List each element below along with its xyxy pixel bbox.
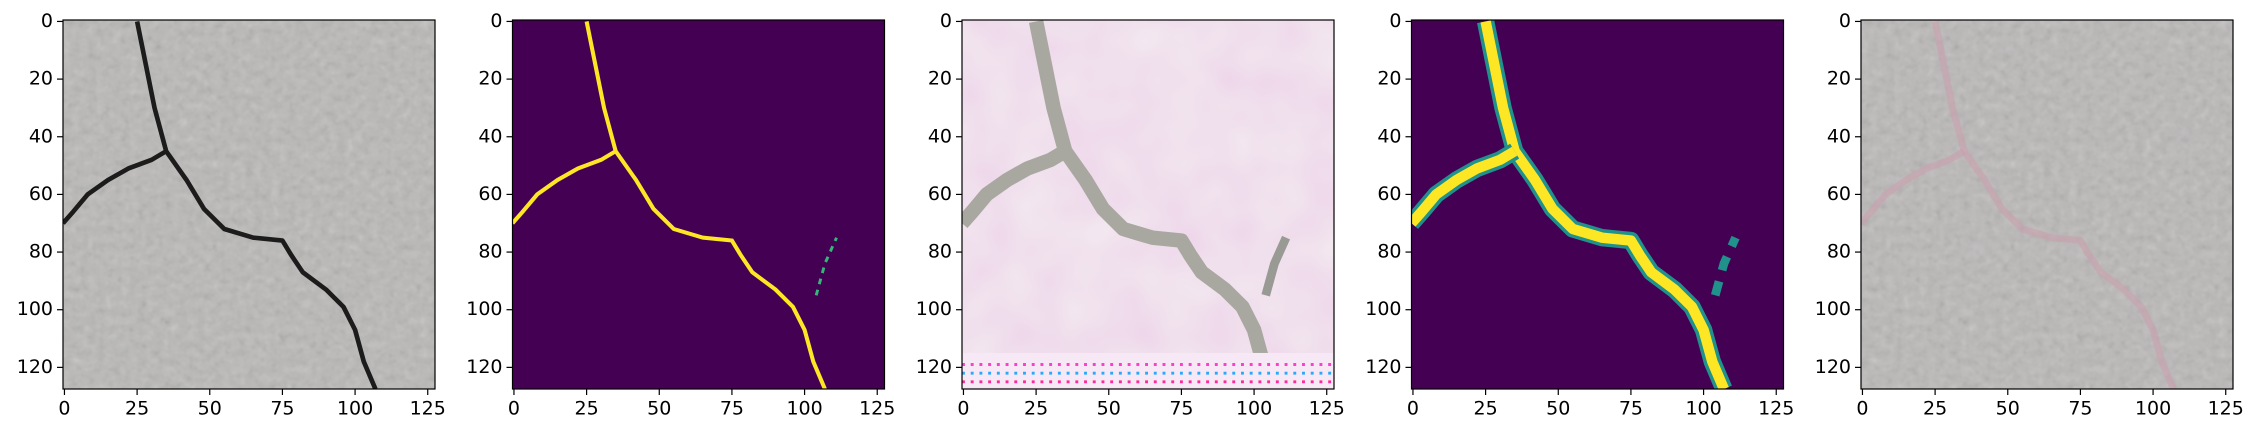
image-panel [1861,20,2233,389]
x-tick-label: 0 [508,398,520,420]
y-tick-label: 120 [916,356,952,378]
x-tick-label: 100 [1685,398,1721,420]
x-tick-label: 50 [1097,398,1121,420]
x-tick-label: 25 [1024,398,1048,420]
x-tick-label: 75 [270,398,294,420]
x-tick-label: 125 [859,398,895,420]
x-tick-label: 100 [786,398,822,420]
image-panel [63,20,435,389]
y-tick-label: 60 [928,183,952,205]
y-tick-label: 20 [478,68,502,90]
axes-frame [1410,19,1785,390]
y-tick-label: 100 [916,298,952,320]
x-tick-label: 50 [198,398,222,420]
image-panel [1411,20,1784,389]
y-tick-label: 20 [928,68,952,90]
y-tick-label: 20 [1377,68,1401,90]
y-tick-label: 60 [29,183,53,205]
x-tick-label: 50 [1546,398,1570,420]
x-tick-label: 125 [2208,398,2244,420]
x-tick-label: 75 [720,398,744,420]
x-tick-label: 75 [1169,398,1193,420]
axes-frame [1860,19,2234,390]
axes-frame [961,19,1335,390]
x-tick-label: 0 [957,398,969,420]
axes-frame [511,19,886,390]
y-tick-label: 100 [1815,298,1851,320]
y-tick-label: 120 [17,356,53,378]
y-tick-label: 100 [466,298,502,320]
y-tick-label: 60 [478,183,502,205]
x-tick-label: 125 [410,398,446,420]
x-tick-label: 125 [1758,398,1794,420]
y-tick-label: 0 [1839,10,1851,32]
y-tick-label: 20 [1827,68,1851,90]
y-tick-label: 100 [1365,298,1401,320]
y-tick-label: 80 [1377,241,1401,263]
x-tick-label: 75 [2068,398,2092,420]
x-tick-label: 25 [1474,398,1498,420]
y-tick-label: 80 [928,241,952,263]
x-tick-label: 125 [1309,398,1345,420]
y-tick-label: 120 [1815,356,1851,378]
x-tick-label: 50 [647,398,671,420]
axes-frame [62,19,436,390]
y-tick-label: 80 [478,241,502,263]
x-tick-label: 25 [575,398,599,420]
y-tick-label: 0 [1389,10,1401,32]
x-tick-label: 0 [1407,398,1419,420]
y-tick-label: 80 [29,241,53,263]
y-tick-label: 40 [478,125,502,147]
x-tick-label: 100 [2135,398,2171,420]
y-tick-label: 40 [1827,125,1851,147]
image-panel [512,20,885,389]
y-tick-label: 40 [928,125,952,147]
y-tick-label: 20 [29,68,53,90]
x-tick-label: 25 [1923,398,1947,420]
y-tick-label: 0 [41,10,53,32]
x-tick-label: 25 [125,398,149,420]
y-tick-label: 60 [1377,183,1401,205]
y-tick-label: 0 [940,10,952,32]
y-tick-label: 40 [1377,125,1401,147]
x-tick-label: 0 [1856,398,1868,420]
x-tick-label: 50 [1996,398,2020,420]
y-tick-label: 60 [1827,183,1851,205]
y-tick-label: 40 [29,125,53,147]
x-tick-label: 100 [337,398,373,420]
y-tick-label: 80 [1827,241,1851,263]
x-tick-label: 100 [1236,398,1272,420]
y-tick-label: 120 [1365,356,1401,378]
image-panel [962,20,1334,389]
y-tick-label: 0 [490,10,502,32]
x-tick-label: 0 [58,398,70,420]
y-tick-label: 120 [466,356,502,378]
y-tick-label: 100 [17,298,53,320]
x-tick-label: 75 [1619,398,1643,420]
